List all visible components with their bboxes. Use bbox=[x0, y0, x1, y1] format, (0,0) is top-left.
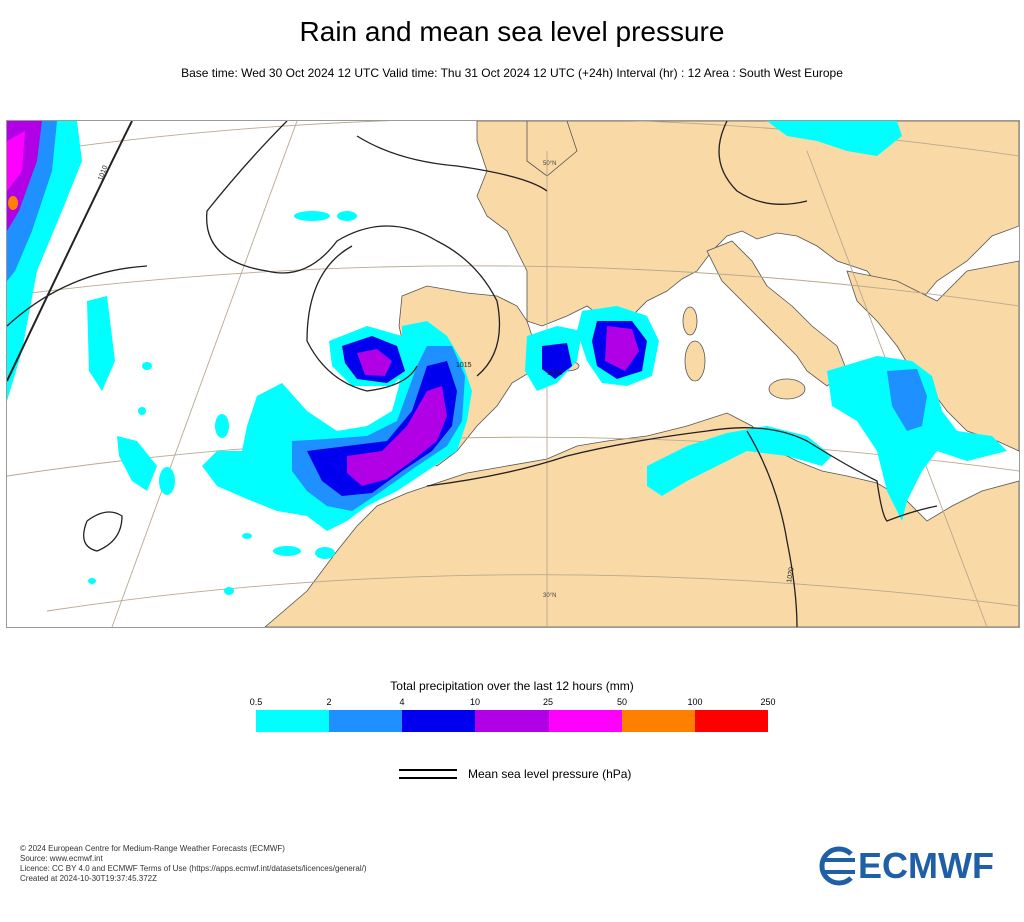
isobar-1015-atlantic bbox=[206, 121, 501, 377]
legend-tick: 25 bbox=[542, 697, 554, 707]
legend-ticks: 0.5 2 4 10 25 50 100 250 bbox=[250, 697, 776, 709]
precip-africa-cyan bbox=[647, 426, 832, 496]
precip-nw-orange bbox=[8, 196, 18, 210]
isobar-layer bbox=[7, 121, 938, 627]
land-sardinia bbox=[684, 340, 706, 382]
land-africa bbox=[264, 412, 1019, 627]
precip-nw-magenta bbox=[7, 131, 25, 191]
isobar-1015-med bbox=[426, 427, 938, 522]
isobar-label-1015-med: 1015 bbox=[547, 370, 563, 377]
isobar-1025-north bbox=[718, 121, 808, 205]
land-sicily bbox=[768, 378, 806, 400]
map-canvas: 50°N 30°N bbox=[7, 121, 1019, 627]
precip-shower-1 bbox=[215, 414, 229, 438]
legend-color-swatch bbox=[256, 710, 330, 732]
land-layer bbox=[264, 121, 1019, 627]
legend-tick: 0.5 bbox=[249, 697, 263, 707]
chart-subtitle: Base time: Wed 30 Oct 2024 12 UTC Valid … bbox=[181, 66, 843, 80]
precip-shower-7 bbox=[224, 587, 234, 595]
legend-tick: 2 bbox=[326, 697, 332, 707]
footer-licence: Licence: CC BY 4.0 and ECMWF Terms of Us… bbox=[20, 864, 367, 873]
mslp-key-label: Mean sea level pressure (hPa) bbox=[468, 767, 632, 781]
legend-tick: 250 bbox=[760, 697, 776, 707]
ecmwf-logo-text: ECMWF bbox=[858, 845, 994, 886]
weather-map: 50°N 30°N bbox=[6, 120, 1020, 628]
legend-color-swatch bbox=[621, 710, 695, 732]
isobar-label-1010: 1010 bbox=[97, 165, 109, 182]
mslp-key-line bbox=[399, 769, 457, 771]
land-italy bbox=[706, 240, 848, 387]
precip-iberia-darkblue bbox=[307, 361, 457, 496]
isobar-1020-sahara bbox=[746, 430, 798, 627]
isobar-1010 bbox=[7, 121, 133, 382]
legend-color-swatch bbox=[402, 710, 476, 732]
precip-north-cyan bbox=[767, 121, 902, 156]
land-uk-south bbox=[526, 121, 578, 177]
legend-title: Total precipitation over the last 12 hou… bbox=[390, 679, 634, 693]
precip-gulf-lion-purple bbox=[605, 326, 639, 371]
legend-tick: 100 bbox=[687, 697, 703, 707]
precip-shower-2 bbox=[294, 211, 330, 221]
isobar-1015-bay bbox=[306, 245, 418, 392]
legend-color-swatch bbox=[329, 710, 403, 732]
precipitation-layer bbox=[7, 121, 1007, 595]
legend-tick: 10 bbox=[469, 697, 481, 707]
footer-created: Created at 2024-10-30T19:37:45.372Z bbox=[20, 874, 157, 883]
precip-shower-4 bbox=[159, 467, 175, 495]
precip-biscay-purple bbox=[357, 349, 392, 376]
legend-color-swatch bbox=[548, 710, 622, 732]
legend-tick: 50 bbox=[616, 697, 628, 707]
isobar-1020-nw bbox=[7, 265, 148, 327]
ecmwf-logo-mark bbox=[819, 846, 855, 886]
isobar-atlantic-low bbox=[83, 511, 123, 552]
precip-atlantic-streak2 bbox=[117, 436, 157, 491]
land-balkans bbox=[846, 260, 1019, 452]
isobar-label-1015-iberia: 1015 bbox=[456, 362, 472, 369]
footer-credits: © 2024 European Centre for Medium-Range … bbox=[20, 844, 367, 884]
precip-shower-10 bbox=[138, 407, 146, 415]
mslp-key-line-lower bbox=[399, 777, 457, 779]
isobar-label-1020: 1020 bbox=[786, 567, 796, 584]
land-corsica bbox=[682, 306, 698, 336]
legend-color-swatch bbox=[694, 710, 768, 732]
isobar-1015-north bbox=[356, 135, 548, 192]
precip-shower-3 bbox=[337, 211, 357, 221]
chart-title: Rain and mean sea level pressure bbox=[299, 16, 725, 47]
footer-source: Source: www.ecmwf.int bbox=[20, 854, 103, 863]
precip-shower-11 bbox=[88, 578, 96, 584]
legend-color-bar bbox=[256, 710, 768, 732]
lat-label-bottom: 30°N bbox=[543, 593, 556, 599]
precip-shower-5 bbox=[273, 546, 301, 556]
legend-tick: 4 bbox=[399, 697, 405, 707]
precip-ionian-blue bbox=[887, 369, 927, 431]
precip-shower-8 bbox=[242, 533, 252, 539]
precip-atlantic-streak bbox=[87, 296, 115, 391]
precip-iberia-purple bbox=[347, 386, 447, 486]
footer-copyright: © 2024 European Centre for Medium-Range … bbox=[20, 844, 285, 853]
precip-shower-9 bbox=[142, 362, 152, 370]
legend-color-swatch bbox=[475, 710, 549, 732]
precip-ionian-cyan bbox=[827, 356, 1007, 521]
precip-valencia-blue bbox=[542, 343, 572, 379]
lat-label-top: 50°N bbox=[543, 161, 556, 167]
precip-shower-6 bbox=[315, 547, 335, 559]
